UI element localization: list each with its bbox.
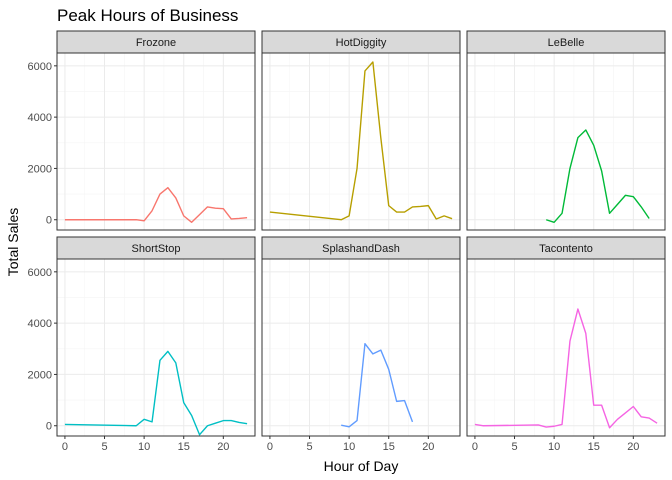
- series-line-shortstop: [64, 350, 248, 436]
- series-line-lebelle: [545, 129, 650, 223]
- facet-strip-label: ShortStop: [132, 243, 181, 255]
- x-tick-label: 15: [383, 441, 395, 453]
- y-tick-label: 6000: [28, 267, 52, 279]
- panel-border: [56, 258, 256, 437]
- facet-strip-label: HotDiggity: [336, 37, 387, 49]
- panel-border: [56, 52, 256, 231]
- y-tick-label: 0: [46, 215, 52, 227]
- facet-strip-label: Tacontento: [539, 243, 593, 255]
- panel-background: [262, 53, 460, 230]
- x-tick-label: 15: [178, 441, 190, 453]
- x-axis-title: Hour of Day: [324, 458, 399, 474]
- x-tick-label: 0: [472, 441, 478, 453]
- panel-border: [261, 258, 461, 437]
- series-line-tacontento: [474, 308, 658, 429]
- facet-panel-lebelle: LeBelle: [466, 30, 666, 231]
- x-tick-label: 0: [267, 441, 273, 453]
- x-tick-label: 5: [511, 441, 517, 453]
- x-tick-label: 5: [306, 441, 312, 453]
- facet-panel-frozone: Frozone 0 2000 4000 6000: [28, 30, 256, 231]
- facet-strip-label: SplashandDash: [322, 243, 400, 255]
- x-tick-label: 20: [217, 441, 229, 453]
- y-tick-label: 2000: [28, 369, 52, 381]
- x-tick-label: 10: [548, 441, 560, 453]
- y-tick-label: 0: [46, 421, 52, 433]
- x-tick-label: 15: [588, 441, 600, 453]
- facet-panel-splashanddash: SplashandDash 0 5 10 15 20: [261, 236, 461, 453]
- panel-border: [466, 258, 666, 437]
- chart-title: Peak Hours of Business: [57, 6, 238, 25]
- panel-background: [467, 259, 665, 436]
- y-tick-label: 4000: [28, 112, 52, 124]
- panel-border: [261, 52, 461, 231]
- series-line-hotdiggity: [269, 61, 453, 221]
- panel-background: [57, 259, 255, 436]
- panel-background: [467, 53, 665, 230]
- panel-background: [262, 259, 460, 436]
- x-tick-label: 10: [138, 441, 150, 453]
- x-tick-label: 20: [627, 441, 639, 453]
- facet-panel-hotdiggity: HotDiggity: [261, 30, 461, 231]
- x-tick-label: 10: [343, 441, 355, 453]
- x-tick-label: 20: [422, 441, 434, 453]
- facet-strip-label: Frozone: [136, 37, 176, 49]
- y-tick-label: 6000: [28, 61, 52, 73]
- series-line-splashanddash: [341, 342, 414, 428]
- facet-panel-shortstop: ShortStop 0 2000 4000 6000 0 5 10 15 20: [28, 236, 256, 453]
- x-tick-label: 5: [101, 441, 107, 453]
- y-tick-label: 4000: [28, 318, 52, 330]
- y-axis-title: Total Sales: [5, 208, 21, 276]
- panel-background: [57, 53, 255, 230]
- series-line-frozone: [64, 186, 248, 223]
- x-tick-label: 0: [62, 441, 68, 453]
- y-tick-label: 2000: [28, 163, 52, 175]
- facet-strip-label: LeBelle: [548, 37, 585, 49]
- facet-panel-tacontento: Tacontento 0 5 10 15 20: [466, 236, 666, 453]
- panel-border: [466, 52, 666, 231]
